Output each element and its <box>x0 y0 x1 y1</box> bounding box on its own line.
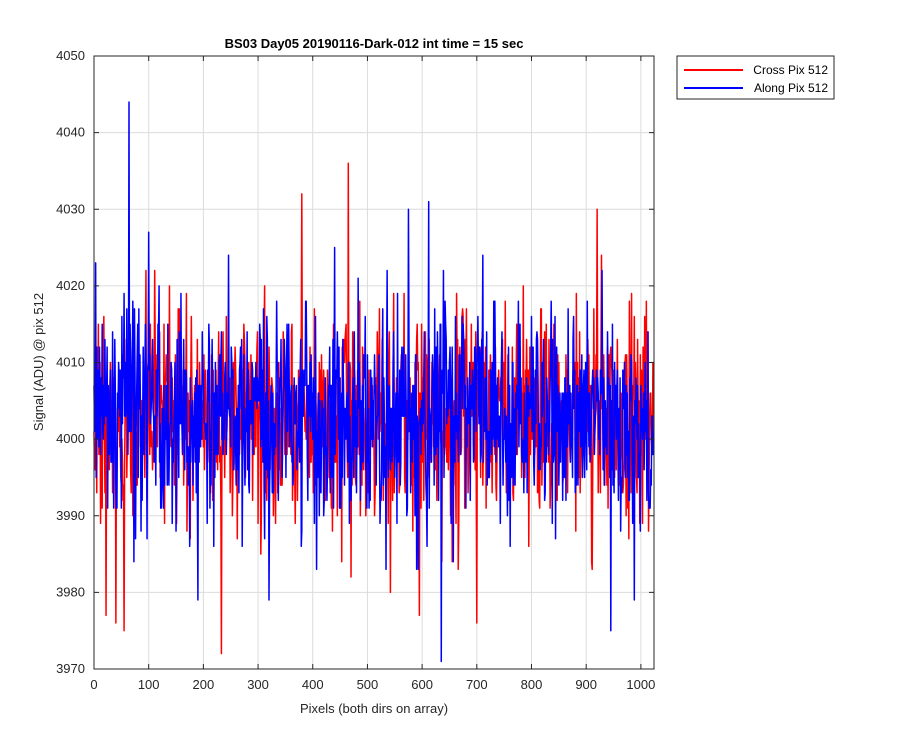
y-axis-label: Signal (ADU) @ pix 512 <box>31 293 46 431</box>
y-tick-label: 3980 <box>56 584 85 599</box>
y-tick-label: 4040 <box>56 125 85 140</box>
legend-label-along: Along Pix 512 <box>754 81 828 95</box>
x-tick-label: 1000 <box>626 677 655 692</box>
ticks <box>93 55 654 670</box>
series-line-along <box>93 101 655 663</box>
y-tick-label: 4000 <box>56 431 85 446</box>
x-tick-label: 900 <box>575 677 597 692</box>
y-tick-label: 3970 <box>56 661 85 676</box>
y-tick-label: 4020 <box>56 278 85 293</box>
x-tick-label: 700 <box>466 677 488 692</box>
legend-label-cross: Cross Pix 512 <box>753 63 828 77</box>
x-tick-label: 400 <box>302 677 324 692</box>
y-tick-label: 3990 <box>56 508 85 523</box>
x-tick-label: 0 <box>90 677 97 692</box>
x-tick-label: 100 <box>138 677 160 692</box>
series-group <box>93 101 655 663</box>
legend: Cross Pix 512 Along Pix 512 <box>676 55 835 100</box>
x-tick-label: 300 <box>247 677 269 692</box>
tick-labels: 0 100 200 300 400 500 600 700 800 900 1000 3970 3980… <box>56 48 655 692</box>
x-tick-label: 200 <box>193 677 215 692</box>
chart-title: BS03 Day05 20190116-Dark-012 int time = … <box>225 36 524 51</box>
legend-box <box>676 55 835 100</box>
x-axis-label: Pixels (both dirs on array) <box>300 701 448 716</box>
y-tick-label: 4010 <box>56 355 85 370</box>
y-tick-label: 4050 <box>56 48 85 63</box>
x-tick-label: 600 <box>411 677 433 692</box>
x-tick-label: 800 <box>521 677 543 692</box>
x-tick-label: 500 <box>357 677 379 692</box>
y-tick-label: 4030 <box>56 201 85 216</box>
